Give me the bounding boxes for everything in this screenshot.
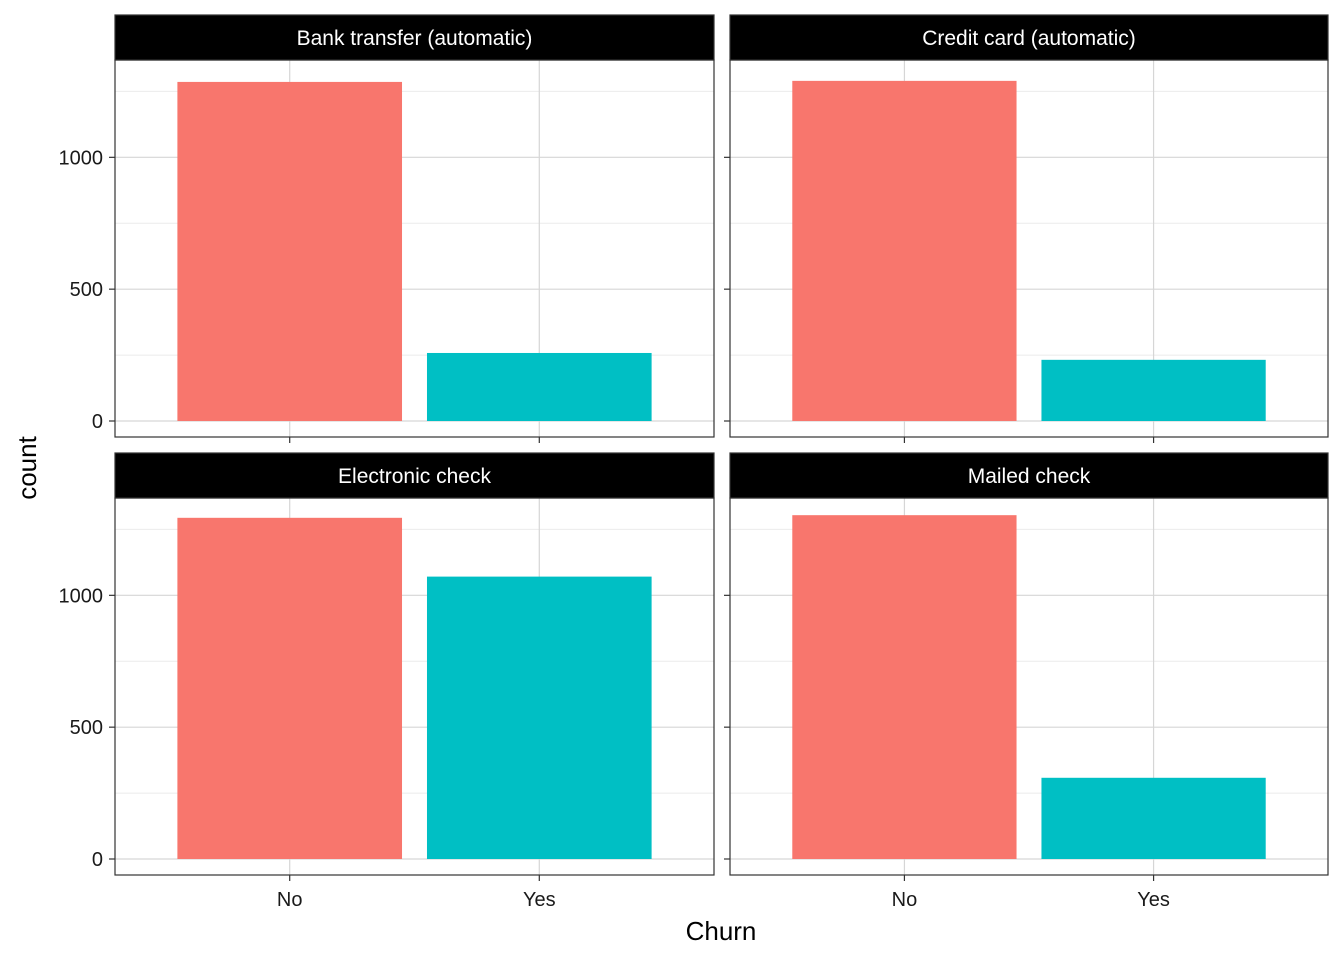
x-axis-title: Churn [686,916,757,946]
facet-strip [114,452,715,499]
bar-no [177,81,403,421]
y-tick-label: 0 [92,411,103,433]
facet-panel: Bank transfer (automatic) 0 500 1000 [59,14,715,443]
facet-panel: Mailed check No Yes [724,452,1329,911]
bar-no [177,517,403,859]
facet-strip-label: Bank transfer (automatic) [297,27,533,50]
bar-yes [1041,359,1266,421]
bar-yes [426,576,652,859]
x-tick-label: No [892,889,918,911]
facet-strip [114,14,715,61]
x-tick-label: Yes [1137,889,1170,911]
y-tick-label: 0 [92,849,103,871]
y-tick-label: 1000 [59,585,104,607]
y-tick-label: 500 [70,717,103,739]
x-tick-label: No [277,889,303,911]
facet-strip-label: Electronic check [338,465,491,488]
y-tick-label: 500 [70,279,103,301]
x-tick-label: Yes [523,889,556,911]
panels-layer: Bank transfer (automatic) 0 500 1000 Credit … [59,14,1329,911]
facet-panel: Electronic check 0 500 1000 No Yes [59,452,715,911]
facet-panel: Credit card (automatic) [724,14,1329,443]
facet-strip-label: Credit card (automatic) [922,27,1136,50]
facet-strip [729,14,1329,61]
facet-strip-label: Mailed check [968,465,1091,488]
facet-strip [729,452,1329,499]
bar-no [792,515,1017,859]
bar-no [792,80,1017,422]
y-axis-title: count [12,435,42,499]
bar-yes [426,352,652,421]
bar-yes [1041,777,1266,859]
y-tick-label: 1000 [59,147,104,169]
